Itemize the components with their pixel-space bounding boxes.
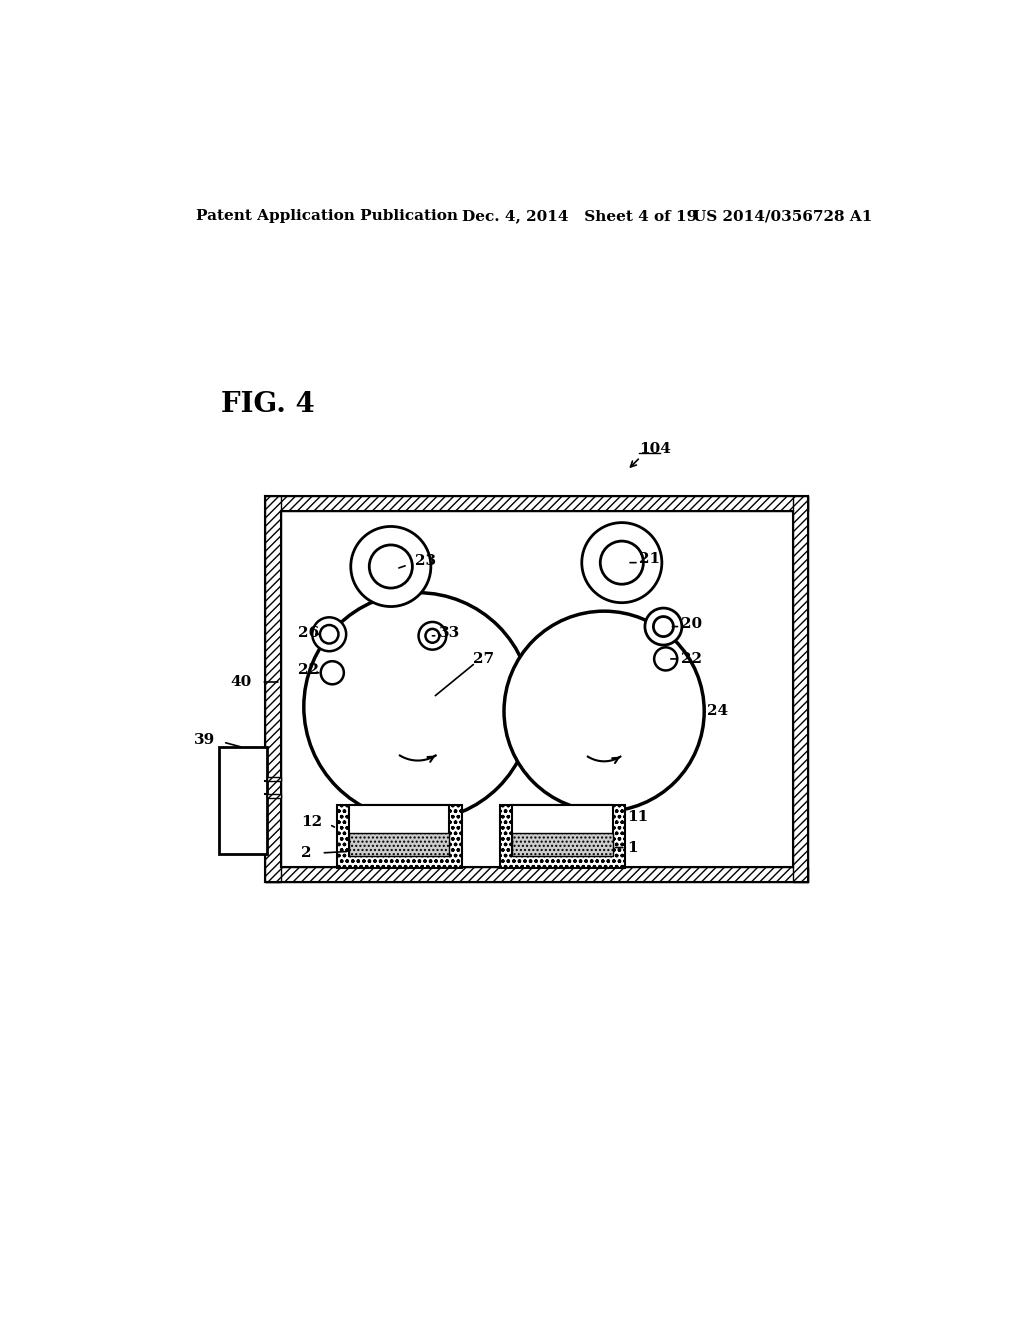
Bar [219, 747, 267, 854]
Text: 20: 20 [681, 618, 702, 631]
Text: 23: 23 [416, 554, 436, 568]
Circle shape [319, 626, 339, 644]
Circle shape [312, 618, 346, 651]
Text: 2: 2 [301, 846, 312, 859]
Text: 104: 104 [639, 442, 671, 457]
Text: 11: 11 [628, 809, 648, 824]
Text: 22: 22 [298, 664, 319, 677]
Bar [281, 511, 793, 867]
Circle shape [600, 541, 643, 585]
Bar [337, 805, 462, 869]
Circle shape [304, 593, 531, 821]
Bar [265, 780, 267, 795]
Text: 1: 1 [628, 841, 638, 854]
Text: 21: 21 [639, 552, 659, 566]
Bar [349, 805, 450, 857]
Circle shape [654, 647, 677, 671]
Text: 26: 26 [298, 627, 319, 640]
Circle shape [582, 523, 662, 603]
Text: 12: 12 [301, 816, 323, 829]
Circle shape [370, 545, 413, 589]
Circle shape [351, 527, 431, 607]
Bar [512, 833, 612, 857]
Circle shape [504, 611, 705, 812]
Text: US 2014/0356728 A1: US 2014/0356728 A1 [692, 209, 872, 223]
Text: FIG. 4: FIG. 4 [221, 391, 315, 418]
Bar [265, 496, 808, 511]
Bar [267, 776, 281, 780]
Text: Dec. 4, 2014   Sheet 4 of 19: Dec. 4, 2014 Sheet 4 of 19 [462, 209, 697, 223]
Text: Patent Application Publication: Patent Application Publication [196, 209, 458, 223]
Circle shape [321, 661, 344, 684]
Text: 33: 33 [438, 627, 460, 640]
Bar [265, 867, 808, 882]
Circle shape [653, 616, 674, 636]
Circle shape [419, 622, 446, 649]
Bar [793, 496, 808, 882]
Circle shape [645, 609, 682, 645]
Text: 40: 40 [230, 675, 252, 689]
Bar [512, 805, 612, 857]
Text: 24: 24 [707, 705, 728, 718]
Text: 22: 22 [681, 652, 702, 665]
Text: 27: 27 [473, 652, 495, 665]
Bar [265, 496, 281, 882]
Bar [267, 795, 281, 799]
Circle shape [425, 628, 439, 643]
Text: 39: 39 [194, 733, 215, 747]
Bar [349, 833, 450, 857]
Bar [500, 805, 625, 869]
